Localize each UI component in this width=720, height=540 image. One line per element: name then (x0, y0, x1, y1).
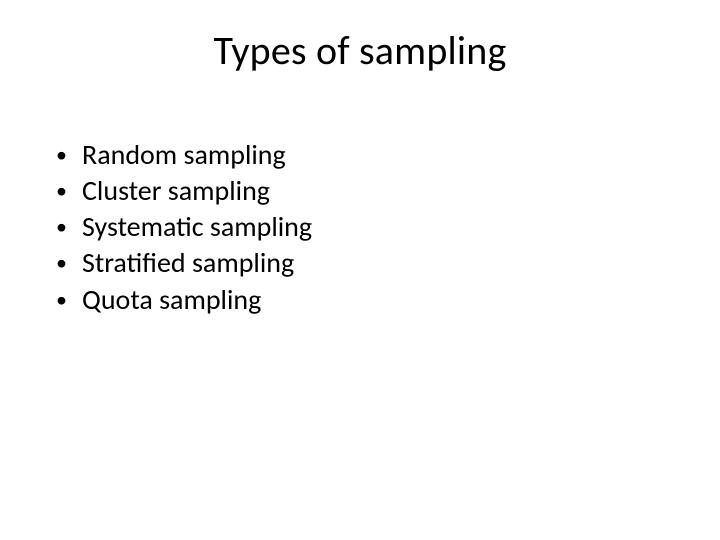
list-item: Systematic sampling (48, 210, 668, 244)
list-item: Quota sampling (48, 283, 668, 317)
list-item: Stratified sampling (48, 246, 668, 280)
list-item: Random sampling (48, 138, 668, 172)
list-item: Cluster sampling (48, 174, 668, 208)
slide-title: Types of sampling (0, 26, 720, 75)
slide-body: Random sampling Cluster sampling Systema… (48, 138, 668, 319)
bullet-list: Random sampling Cluster sampling Systema… (48, 138, 668, 317)
slide: Types of sampling Random sampling Cluste… (0, 0, 720, 540)
